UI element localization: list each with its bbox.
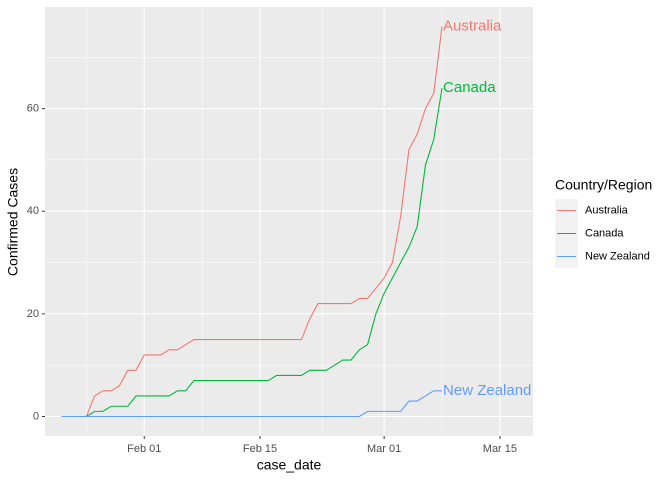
minor-grid [45, 7, 533, 436]
legend-label: Australia [585, 204, 629, 216]
x-tick-label: Feb 01 [127, 443, 161, 455]
x-tick-label: Feb 15 [243, 443, 277, 455]
y-tick-label: 0 [33, 410, 39, 422]
line-end-label: Canada [443, 79, 496, 96]
y-tick-label: 40 [27, 205, 39, 217]
y-tick-label: 60 [27, 103, 39, 115]
plot-panel [45, 7, 533, 436]
lines: Australia Canada New Zealand [61, 17, 531, 418]
line-end-label: Australia [443, 17, 502, 34]
x-axis-title: case_date [257, 457, 322, 473]
legend-title: Country/Region [555, 177, 652, 193]
legend-label: Canada [585, 227, 624, 239]
y-axis-title: Confirmed Cases [5, 168, 21, 276]
legend-label: New Zealand [585, 250, 650, 262]
series-line [61, 390, 443, 418]
series-line [61, 26, 443, 418]
line-end-label: New Zealand [443, 382, 531, 399]
series-line [61, 87, 443, 418]
x-tick-label: Mar 01 [367, 443, 401, 455]
x-tick-label: Mar 15 [483, 443, 517, 455]
y-tick-label: 20 [27, 308, 39, 320]
